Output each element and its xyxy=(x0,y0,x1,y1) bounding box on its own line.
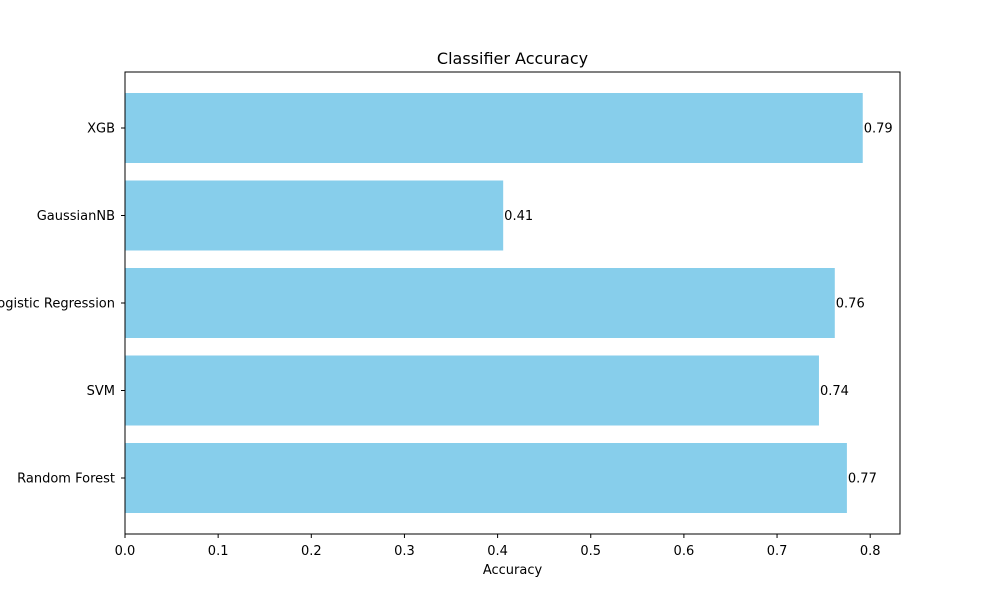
y-tick-label: SVM xyxy=(87,384,115,399)
x-tick-label: 0.3 xyxy=(394,544,415,559)
y-axis: Random Forest SVM Logistic Regression Gauss… xyxy=(0,122,125,487)
value-label: 0.77 xyxy=(848,472,877,487)
y-tick-label: Random Forest xyxy=(17,472,115,487)
y-tick-label: GaussianNB xyxy=(37,209,115,224)
x-tick-label: 0.1 xyxy=(208,544,229,559)
bar-xgb xyxy=(125,93,863,163)
value-label: 0.74 xyxy=(820,384,849,399)
x-axis-label: Accuracy xyxy=(483,563,543,578)
plot-frame xyxy=(124,71,901,535)
value-labels-layer: 0.77 0.74 0.76 0.41 0.79 xyxy=(504,122,893,487)
value-label: 0.41 xyxy=(504,209,533,224)
x-tick-label: 0.8 xyxy=(860,544,881,559)
x-tick-label: 0.0 xyxy=(115,544,136,559)
bars-layer xyxy=(125,93,863,513)
x-tick-label: 0.2 xyxy=(301,544,322,559)
bar-svm xyxy=(125,355,819,426)
bar-gaussiannb xyxy=(125,180,504,251)
y-tick-label: Logistic Regression xyxy=(0,297,115,312)
value-label: 0.79 xyxy=(864,122,893,137)
x-tick-label: 0.7 xyxy=(767,544,788,559)
chart-title: Classifier Accuracy xyxy=(437,49,588,68)
x-tick-label: 0.4 xyxy=(487,544,508,559)
value-label: 0.76 xyxy=(836,297,865,312)
bar-logistic-regression xyxy=(125,268,835,338)
y-tick-label: XGB xyxy=(87,122,115,137)
bar-random-forest xyxy=(125,443,847,513)
x-axis: 0.0 0.1 0.2 0.3 0.4 0.5 0.6 0.7 0.8 xyxy=(115,534,881,559)
x-tick-label: 0.6 xyxy=(674,544,695,559)
x-tick-label: 0.5 xyxy=(580,544,601,559)
